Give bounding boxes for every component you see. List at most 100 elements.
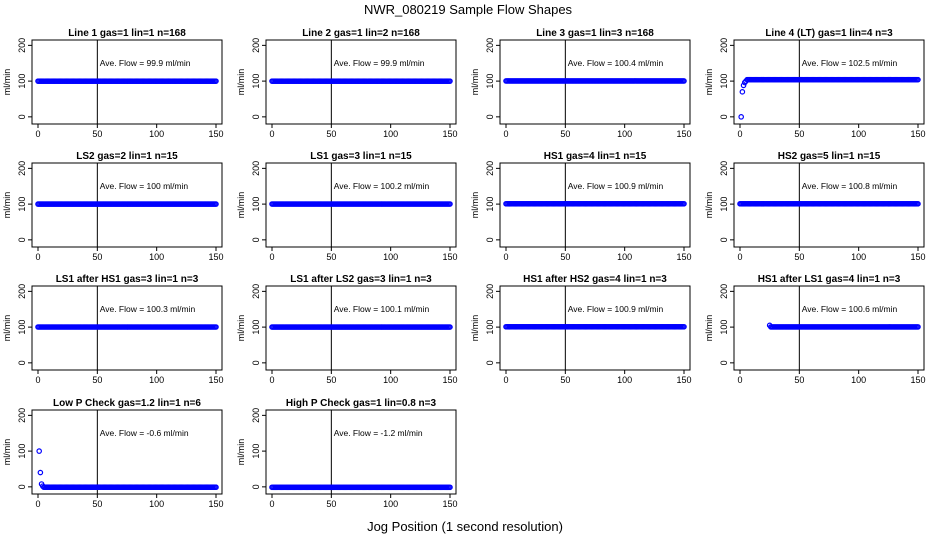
x-tick-label: 0: [269, 375, 274, 385]
data-point: [915, 201, 921, 207]
figure-title: NWR_080219 Sample Flow Shapes: [364, 2, 573, 17]
y-tick-label: 100: [17, 74, 27, 89]
panel-14: High P Check gas=1 lin=0.8 n=3 0 50 100 150 0…: [236, 398, 458, 509]
x-tick-label: 0: [503, 129, 508, 139]
ave-flow-annotation: Ave. Flow = 100.9 ml/min: [568, 181, 664, 191]
data-point: [681, 323, 687, 330]
y-tick-label: 0: [719, 237, 729, 242]
panel-title: Low P Check gas=1.2 lin=1 n=6: [53, 398, 201, 409]
x-tick-label: 150: [676, 129, 691, 139]
figure-x-axis-label: Jog Position (1 second resolution): [367, 519, 563, 534]
panel-9: LS1 after HS1 gas=3 lin=1 n=3 0 50 100 150 0 1…: [2, 274, 224, 385]
y-axis-label: ml/min: [2, 192, 12, 219]
x-tick-label: 100: [851, 129, 866, 139]
x-tick-label: 0: [269, 129, 274, 139]
data-point: [739, 89, 746, 95]
x-tick-label: 100: [617, 375, 632, 385]
ave-flow-annotation: Ave. Flow = 100.6 ml/min: [802, 304, 898, 314]
panel-2: Line 2 gas=1 lin=2 n=168 0 50 100 150 0 100 200…: [236, 28, 458, 139]
x-tick-label: 50: [326, 375, 336, 385]
panel-title: HS2 gas=5 lin=1 n=15: [778, 151, 881, 162]
x-tick-label: 0: [737, 129, 742, 139]
y-tick-label: 100: [485, 197, 495, 212]
x-tick-label: 150: [676, 375, 691, 385]
x-tick-label: 50: [794, 375, 804, 385]
x-tick-label: 50: [794, 129, 804, 139]
ave-flow-annotation: Ave. Flow = 100.9 ml/min: [568, 304, 664, 314]
panel-4: Line 4 (LT) gas=1 lin=4 n=3 0 50 100 150 0 100…: [704, 28, 926, 139]
y-tick-label: 100: [719, 197, 729, 212]
x-tick-label: 50: [92, 375, 102, 385]
data-point: [213, 201, 219, 207]
x-tick-label: 50: [560, 129, 570, 139]
y-tick-label: 100: [17, 444, 27, 459]
panel-title: Line 1 gas=1 lin=1 n=168: [68, 28, 186, 39]
y-tick-label: 200: [17, 38, 27, 53]
y-tick-label: 200: [251, 38, 261, 53]
x-tick-label: 100: [383, 252, 398, 262]
y-axis-label: ml/min: [704, 192, 714, 219]
panel-13: Low P Check gas=1.2 lin=1 n=6 0 50 100 150 0 1…: [2, 398, 224, 509]
y-tick-label: 0: [719, 114, 729, 119]
x-tick-label: 100: [617, 252, 632, 262]
y-tick-label: 100: [17, 320, 27, 335]
panel-title: Line 2 gas=1 lin=2 n=168: [302, 28, 420, 39]
y-tick-label: 0: [251, 484, 261, 489]
data-points: [766, 322, 921, 330]
y-tick-label: 200: [251, 284, 261, 299]
data-points: [269, 484, 453, 491]
panel-title: LS1 after HS1 gas=3 lin=1 n=3: [56, 274, 199, 285]
data-point: [740, 82, 747, 89]
data-point: [915, 324, 921, 330]
y-tick-label: 0: [17, 237, 27, 242]
x-tick-label: 150: [208, 129, 223, 139]
x-tick-label: 0: [35, 252, 40, 262]
panel-title: LS1 after LS2 gas=3 lin=1 n=3: [290, 274, 432, 285]
data-point: [915, 76, 921, 83]
x-tick-label: 50: [92, 252, 102, 262]
panel-title: Line 4 (LT) gas=1 lin=4 n=3: [765, 28, 893, 39]
panel-frame: [499, 39, 691, 125]
x-tick-label: 50: [92, 129, 102, 139]
y-axis-label: ml/min: [704, 69, 714, 96]
y-axis-label: ml/min: [470, 69, 480, 96]
y-tick-label: 200: [485, 284, 495, 299]
y-tick-label: 0: [719, 360, 729, 365]
x-tick-label: 0: [503, 252, 508, 262]
y-axis-label: ml/min: [236, 69, 246, 96]
y-tick-label: 0: [251, 237, 261, 242]
x-tick-label: 0: [269, 252, 274, 262]
data-points: [269, 201, 453, 207]
data-point: [681, 200, 687, 207]
y-tick-label: 100: [251, 444, 261, 459]
y-tick-label: 100: [485, 74, 495, 89]
y-tick-label: 200: [251, 408, 261, 423]
data-points: [36, 448, 219, 491]
panel-frame: [499, 162, 691, 248]
x-tick-label: 0: [737, 252, 742, 262]
panels-group: Line 1 gas=1 lin=1 n=168 0 50 100 150 0 100 200…: [2, 28, 926, 509]
x-tick-label: 0: [35, 499, 40, 509]
ave-flow-annotation: Ave. Flow = 99.9 ml/min: [334, 58, 425, 68]
y-axis-label: ml/min: [236, 439, 246, 466]
data-point: [447, 78, 453, 84]
panel-frame: [31, 39, 223, 125]
panel-6: LS1 gas=3 lin=1 n=15 0 50 100 150 0 100 200 ml/m…: [236, 151, 458, 262]
data-points: [35, 78, 219, 84]
data-point: [37, 469, 44, 476]
x-tick-label: 50: [326, 252, 336, 262]
data-points: [35, 324, 219, 330]
panel-frame: [31, 162, 223, 248]
data-point: [681, 78, 687, 84]
panel-1: Line 1 gas=1 lin=1 n=168 0 50 100 150 0 100 200…: [2, 28, 224, 139]
panel-frame: [265, 409, 457, 495]
y-tick-label: 100: [251, 320, 261, 335]
x-tick-label: 150: [676, 252, 691, 262]
x-tick-label: 0: [269, 499, 274, 509]
x-tick-label: 150: [910, 375, 925, 385]
y-tick-label: 0: [251, 360, 261, 365]
ave-flow-annotation: Ave. Flow = -0.6 ml/min: [100, 428, 189, 438]
ave-flow-annotation: Ave. Flow = 100.8 ml/min: [802, 181, 898, 191]
x-tick-label: 100: [851, 252, 866, 262]
y-tick-label: 0: [17, 484, 27, 489]
